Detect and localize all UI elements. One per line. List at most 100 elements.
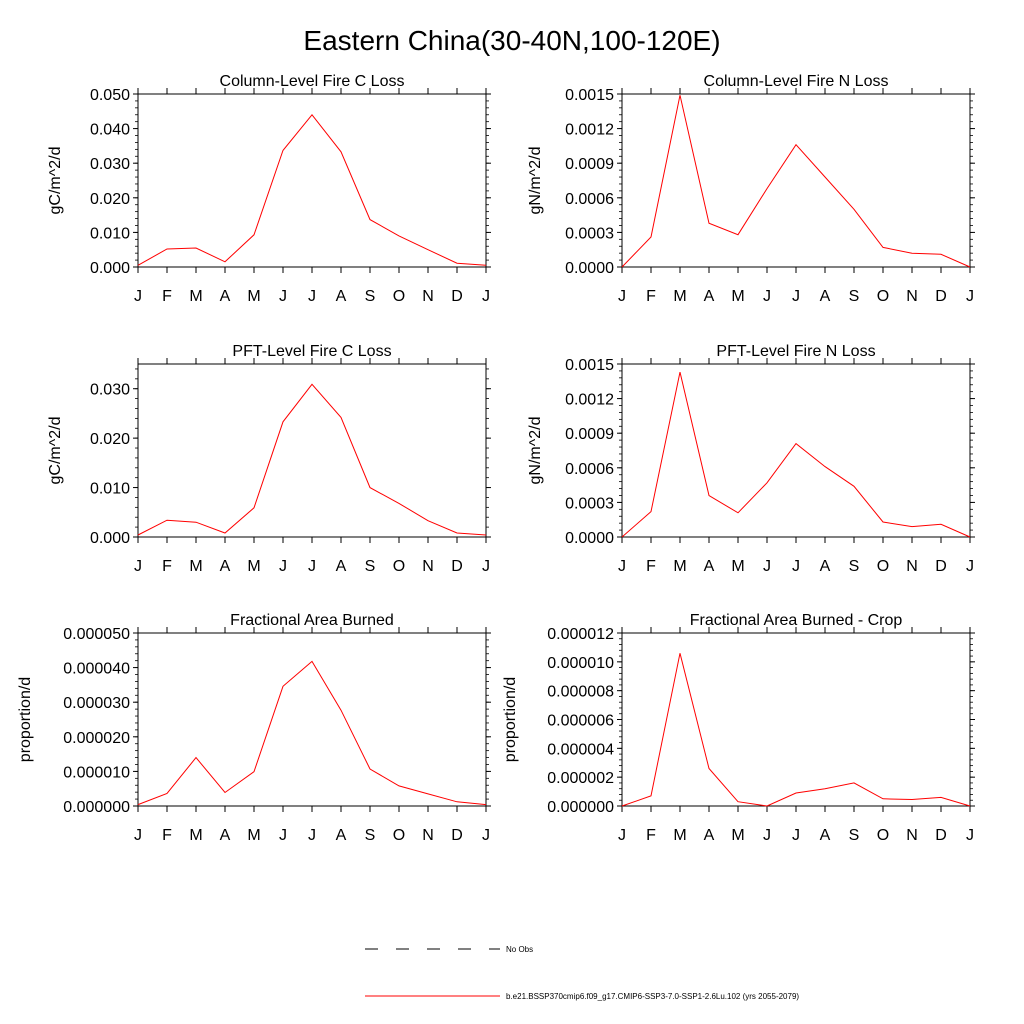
y-tick-label: 0.0006 <box>565 191 614 208</box>
y-tick-label: 0.040 <box>90 122 130 139</box>
x-tick-label: J <box>763 827 771 844</box>
y-tick-label: 0.030 <box>90 156 130 173</box>
x-tick-label: J <box>966 558 974 575</box>
x-tick-label: J <box>308 827 316 844</box>
y-tick-label: 0.0012 <box>565 392 614 409</box>
y-tick-label: 0.000008 <box>547 684 614 701</box>
x-tick-label: S <box>365 288 376 305</box>
y-tick-label: 0.030 <box>90 382 130 399</box>
y-tick-label: 0.0012 <box>565 122 614 139</box>
x-tick-label: A <box>704 288 715 305</box>
y-tick-label: 0.010 <box>90 481 130 498</box>
y-tick-label: 0.000050 <box>63 626 130 643</box>
x-tick-label: M <box>673 288 686 305</box>
x-tick-label: J <box>763 558 771 575</box>
y-tick-label: 0.000020 <box>63 730 130 747</box>
x-tick-label: J <box>308 558 316 575</box>
chart-panel-3: PFT-Level Fire C Loss gC/m^2/d 0.000 0.010 0… <box>47 343 491 575</box>
x-tick-label: M <box>673 558 686 575</box>
series-line <box>621 95 971 268</box>
y-tick-label: 0.000010 <box>63 764 130 781</box>
x-tick-label: J <box>763 288 771 305</box>
y-tick-label: 0.000030 <box>63 695 130 712</box>
x-tick-label: A <box>820 827 831 844</box>
y-tick-label: 0.020 <box>90 431 130 448</box>
y-tick-label: 0.010 <box>90 225 130 242</box>
chart-title: Fractional Area Burned <box>230 612 394 629</box>
x-tick-label: O <box>877 827 889 844</box>
y-axis-label: gC/m^2/d <box>47 417 64 485</box>
x-tick-label: J <box>134 288 142 305</box>
x-tick-label: J <box>134 827 142 844</box>
x-tick-label: J <box>792 558 800 575</box>
x-tick-label: M <box>247 288 260 305</box>
x-tick-label: N <box>906 827 918 844</box>
x-tick-label: D <box>935 827 947 844</box>
chart-title: Fractional Area Burned - Crop <box>690 612 903 629</box>
x-tick-label: A <box>704 827 715 844</box>
x-tick-label: J <box>792 827 800 844</box>
x-tick-label: J <box>279 558 287 575</box>
x-tick-label: F <box>646 827 656 844</box>
x-tick-label: O <box>393 558 405 575</box>
x-tick-label: M <box>247 827 260 844</box>
legend: No Obs b.e21.BSSP370cmip6.f09_g17.CMIP6-… <box>365 945 799 1001</box>
series-line <box>621 371 971 538</box>
series-line <box>137 113 487 266</box>
x-tick-label: S <box>365 827 376 844</box>
x-tick-label: M <box>189 827 202 844</box>
x-tick-label: S <box>849 827 860 844</box>
x-tick-label: J <box>966 288 974 305</box>
page-title: Eastern China(30-40N,100-120E) <box>303 25 720 56</box>
y-tick-label: 0.000 <box>90 530 130 547</box>
y-tick-label: 0.000012 <box>547 626 614 643</box>
y-tick-label: 0.0015 <box>565 357 614 374</box>
x-tick-label: M <box>247 558 260 575</box>
x-tick-label: F <box>162 827 172 844</box>
y-tick-label: 0.0000 <box>565 530 614 547</box>
x-tick-label: O <box>393 827 405 844</box>
x-tick-label: A <box>220 558 231 575</box>
chart-panels: Column-Level Fire C Loss gC/m^2/d 0.000 0.0… <box>17 73 975 844</box>
x-tick-label: S <box>849 288 860 305</box>
x-tick-label: M <box>189 288 202 305</box>
y-axis-label: proportion/d <box>502 677 519 762</box>
plot-frame <box>137 632 487 807</box>
x-tick-label: J <box>134 558 142 575</box>
x-tick-label: F <box>162 558 172 575</box>
y-tick-label: 0.000 <box>90 260 130 277</box>
plot-frame <box>137 93 487 268</box>
chart-title: PFT-Level Fire N Loss <box>716 343 875 360</box>
y-tick-label: 0.000000 <box>547 799 614 816</box>
y-tick-label: 0.000002 <box>547 770 614 787</box>
y-axis-label: gN/m^2/d <box>527 417 544 485</box>
x-tick-label: D <box>451 288 463 305</box>
plot-frame <box>621 93 971 268</box>
x-tick-label: A <box>336 288 347 305</box>
x-tick-label: A <box>220 288 231 305</box>
y-tick-label: 0.000006 <box>547 713 614 730</box>
chart-panel-1: Column-Level Fire C Loss gC/m^2/d 0.000 0.0… <box>47 73 491 305</box>
plot-frame <box>621 363 971 538</box>
x-tick-label: D <box>935 558 947 575</box>
chart-title: PFT-Level Fire C Loss <box>232 343 391 360</box>
y-tick-label: 0.050 <box>90 87 130 104</box>
legend-label-no-obs: No Obs <box>506 945 533 954</box>
y-tick-label: 0.000000 <box>63 799 130 816</box>
x-tick-label: S <box>849 558 860 575</box>
chart-panel-6: Fractional Area Burned - Crop proportion/… <box>502 612 975 844</box>
x-tick-label: M <box>673 827 686 844</box>
chart-panel-4: PFT-Level Fire N Loss gN/m^2/d 0.0000 0.000… <box>527 343 975 575</box>
chart-title: Column-Level Fire N Loss <box>704 73 889 90</box>
chart-panel-2: Column-Level Fire N Loss gN/m^2/d 0.0000 0.… <box>527 73 975 305</box>
x-tick-label: N <box>422 288 434 305</box>
y-tick-label: 0.0009 <box>565 426 614 443</box>
x-tick-label: O <box>393 288 405 305</box>
x-tick-label: M <box>189 558 202 575</box>
x-tick-label: A <box>336 827 347 844</box>
chart-panel-5: Fractional Area Burned proportion/d 0.0000… <box>17 612 491 844</box>
y-tick-label: 0.0009 <box>565 156 614 173</box>
y-tick-label: 0.0006 <box>565 461 614 478</box>
y-tick-label: 0.0003 <box>565 495 614 512</box>
x-tick-label: N <box>422 558 434 575</box>
